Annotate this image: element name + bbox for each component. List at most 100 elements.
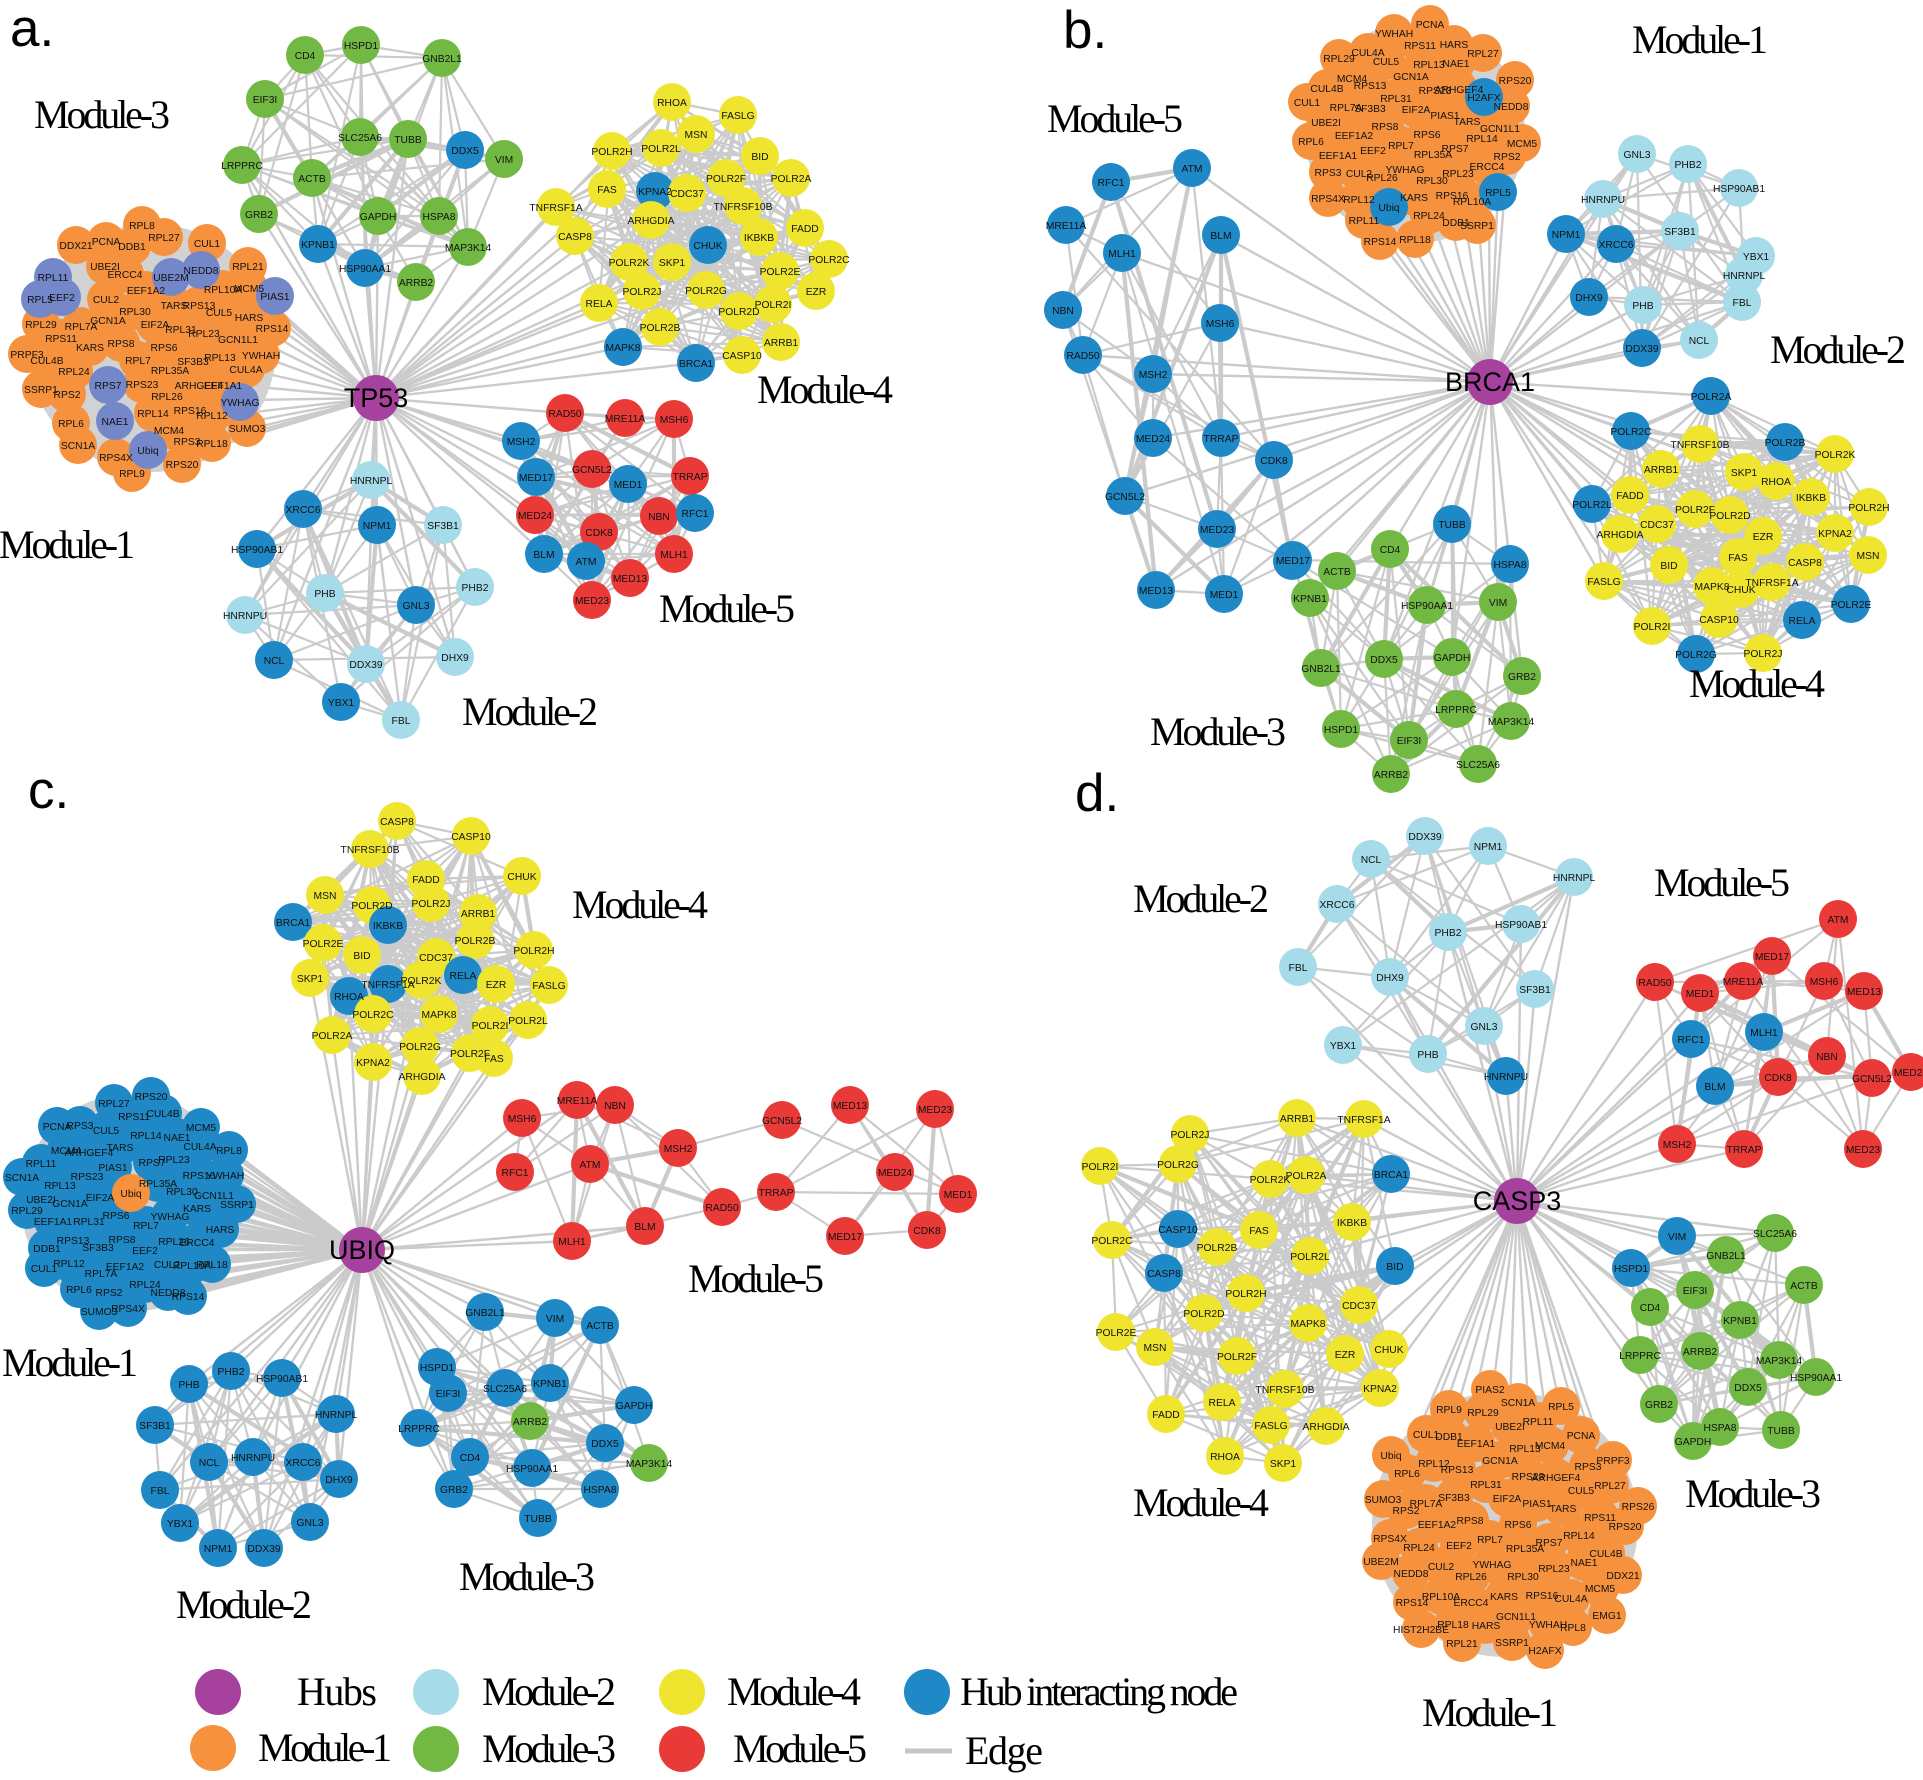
svg-text:FASLG: FASLG (532, 981, 565, 992)
svg-text:POLR2K: POLR2K (1250, 1175, 1291, 1186)
svg-text:GNL3: GNL3 (403, 601, 430, 612)
svg-text:RPS14: RPS14 (1364, 237, 1397, 248)
svg-text:RPL12: RPL12 (196, 411, 228, 422)
svg-text:CASP8: CASP8 (558, 232, 592, 243)
svg-text:GAPDH: GAPDH (1434, 653, 1471, 664)
svg-text:POLR2I: POLR2I (472, 1021, 509, 1032)
svg-text:TNFRSF1A: TNFRSF1A (1745, 578, 1798, 589)
svg-text:MED24: MED24 (518, 511, 553, 522)
svg-text:DDX39: DDX39 (247, 1544, 280, 1555)
svg-text:SSRP1: SSRP1 (220, 1200, 254, 1211)
svg-text:HIST2H2BE: HIST2H2BE (1393, 1625, 1449, 1636)
svg-text:SLC25A6: SLC25A6 (1456, 760, 1500, 771)
svg-text:POLR2G: POLR2G (399, 1042, 441, 1053)
svg-text:HNRNPU: HNRNPU (1581, 195, 1625, 206)
svg-text:MAPK8: MAPK8 (422, 1010, 457, 1021)
svg-text:GCN1L1: GCN1L1 (194, 1191, 234, 1202)
svg-text:RHOA: RHOA (334, 992, 364, 1003)
svg-text:POLR2B: POLR2B (1765, 438, 1806, 449)
svg-text:CD4: CD4 (460, 1453, 481, 1464)
svg-text:RPL35A: RPL35A (139, 1179, 177, 1190)
svg-text:RPL13: RPL13 (44, 1181, 76, 1192)
svg-text:EIF2A: EIF2A (141, 320, 170, 331)
svg-text:PIAS1: PIAS1 (260, 292, 289, 303)
svg-text:Module-1: Module-1 (1632, 17, 1768, 62)
svg-text:CASP8: CASP8 (1788, 558, 1822, 569)
svg-text:FAS: FAS (484, 1054, 504, 1065)
svg-text:MCM4: MCM4 (1535, 1441, 1566, 1452)
svg-text:CUL1: CUL1 (1294, 98, 1321, 109)
svg-text:MAP3K14: MAP3K14 (445, 243, 492, 254)
svg-text:KPNB1: KPNB1 (1293, 594, 1327, 605)
svg-text:BID: BID (1660, 561, 1677, 572)
svg-text:GNB2L1: GNB2L1 (465, 1308, 505, 1319)
svg-text:HNRNPU: HNRNPU (231, 1453, 275, 1464)
svg-text:MLH1: MLH1 (1108, 249, 1136, 260)
svg-text:RPS14: RPS14 (256, 324, 289, 335)
svg-text:KARS: KARS (183, 1204, 211, 1215)
svg-text:RPS20: RPS20 (1609, 1522, 1642, 1533)
svg-text:FAS: FAS (1249, 1226, 1269, 1237)
svg-text:DDB1: DDB1 (33, 1244, 61, 1255)
svg-text:SF3B3: SF3B3 (1354, 104, 1386, 115)
svg-text:UBE2I: UBE2I (26, 1195, 56, 1206)
svg-text:RPS20: RPS20 (135, 1092, 168, 1103)
svg-text:POLR2D: POLR2D (1183, 1309, 1224, 1320)
svg-text:RPL6: RPL6 (66, 1285, 92, 1296)
svg-text:CHUK: CHUK (693, 241, 722, 252)
svg-text:RPS8: RPS8 (1457, 1516, 1484, 1527)
svg-text:MED13: MED13 (613, 574, 648, 585)
svg-text:Module-4: Module-4 (1133, 1480, 1269, 1525)
svg-text:SKP1: SKP1 (659, 258, 686, 269)
svg-text:YWHAH: YWHAH (242, 351, 280, 362)
svg-text:MAP3K14: MAP3K14 (626, 1459, 673, 1470)
svg-text:HSPD1: HSPD1 (344, 41, 379, 52)
svg-text:PIAS1: PIAS1 (98, 1163, 127, 1174)
svg-text:RELA: RELA (1789, 616, 1816, 627)
svg-text:POLR2G: POLR2G (685, 286, 727, 297)
svg-text:TUBB: TUBB (524, 1514, 552, 1525)
svg-text:MED1: MED1 (944, 1190, 973, 1201)
svg-text:KARS: KARS (1490, 1592, 1518, 1603)
svg-text:CDK8: CDK8 (1260, 456, 1288, 467)
svg-text:EEF1A2: EEF1A2 (106, 1262, 145, 1273)
svg-text:MED23: MED23 (1846, 1145, 1881, 1156)
svg-text:KPNA2: KPNA2 (638, 187, 672, 198)
svg-text:BRCA1: BRCA1 (1445, 367, 1535, 397)
svg-text:KPNB1: KPNB1 (301, 240, 335, 251)
svg-text:EEF1A2: EEF1A2 (1418, 1520, 1457, 1531)
svg-text:EIF3I: EIF3I (1683, 1286, 1708, 1297)
svg-text:PCNA: PCNA (92, 237, 121, 248)
svg-text:CUL1: CUL1 (194, 239, 221, 250)
svg-text:IKBKB: IKBKB (744, 233, 774, 244)
svg-text:RPL14: RPL14 (137, 409, 169, 420)
svg-text:Ubiq: Ubiq (1378, 203, 1399, 214)
svg-text:CUL4B: CUL4B (1310, 84, 1343, 95)
svg-text:RPL7: RPL7 (133, 1221, 159, 1232)
svg-text:RPL30: RPL30 (119, 307, 151, 318)
svg-text:RPL8: RPL8 (216, 1146, 242, 1157)
svg-text:Module-4: Module-4 (1689, 661, 1825, 706)
svg-text:RPS23: RPS23 (71, 1172, 104, 1183)
svg-text:NAE1: NAE1 (164, 1133, 191, 1144)
svg-text:Ubiq: Ubiq (120, 1189, 141, 1200)
svg-text:RPS7: RPS7 (1536, 1538, 1563, 1549)
svg-text:RPL27: RPL27 (1467, 49, 1499, 60)
svg-text:RELA: RELA (450, 971, 477, 982)
svg-text:POLR2I: POLR2I (1634, 622, 1671, 633)
svg-text:HSP90AA1: HSP90AA1 (339, 264, 391, 275)
svg-text:EEF1A1: EEF1A1 (1319, 151, 1358, 162)
svg-text:HARS: HARS (1440, 40, 1469, 51)
svg-text:POLR2E: POLR2E (303, 939, 344, 950)
svg-text:GNL3: GNL3 (297, 1518, 324, 1529)
svg-text:XRCC6: XRCC6 (286, 1458, 321, 1469)
svg-text:RPS2: RPS2 (96, 1288, 123, 1299)
svg-text:RPL31: RPL31 (1470, 1480, 1502, 1491)
svg-text:RPS4X: RPS4X (1373, 1534, 1407, 1545)
svg-text:UBE2I: UBE2I (1311, 118, 1341, 129)
svg-text:POLR2B: POLR2B (455, 936, 496, 947)
svg-text:EEF2: EEF2 (1360, 146, 1386, 157)
svg-text:RPL7: RPL7 (1388, 141, 1414, 152)
svg-text:Module-2: Module-2 (482, 1669, 616, 1714)
svg-text:UBE2I: UBE2I (90, 262, 120, 273)
